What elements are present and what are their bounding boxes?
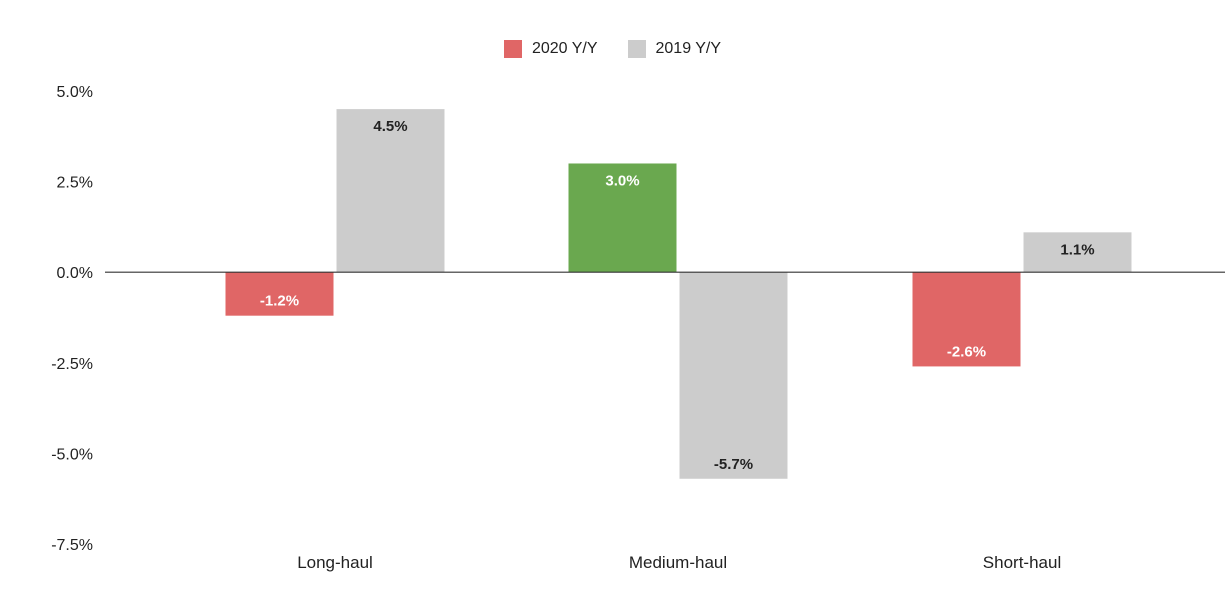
data-label: -1.2% [260,293,299,310]
legend-swatch-2019 [627,40,646,58]
x-category-label: Medium-haul [629,553,727,572]
bar-2019-short-haul[interactable] [1023,232,1132,273]
legend-label-2020: 2020 Y/Y [531,40,598,57]
legend-item-2019[interactable]: 2019 Y/Y [627,40,722,58]
legend: 2020 Y/Y 2019 Y/Y [0,40,1225,58]
data-label: 4.5% [373,118,407,135]
data-label: -2.6% [947,343,986,360]
y-tick-label: 2.5% [57,175,93,192]
bar-2020-long-haul[interactable] [225,272,334,316]
data-label: 1.1% [1060,241,1094,258]
data-label: -5.7% [714,456,753,473]
y-tick-label: -5.0% [51,446,93,463]
legend-label-2019: 2019 Y/Y [655,40,722,57]
bar-2019-long-haul[interactable] [336,109,445,273]
legend-swatch-2020 [503,40,522,58]
bar-2020-medium-haul[interactable] [568,163,677,273]
legend-item-2020[interactable]: 2020 Y/Y [503,40,598,58]
data-label: 3.0% [605,172,639,189]
y-tick-label: 0.0% [57,265,93,282]
bar-2019-medium-haul[interactable] [679,272,788,479]
y-tick-label: -2.5% [51,356,93,373]
x-category-label: Short-haul [983,553,1061,572]
y-tick-label: 5.0% [57,84,93,101]
bar-2020-short-haul[interactable] [912,272,1021,367]
x-category-label: Long-haul [297,553,373,572]
y-tick-label: -7.5% [51,537,93,554]
